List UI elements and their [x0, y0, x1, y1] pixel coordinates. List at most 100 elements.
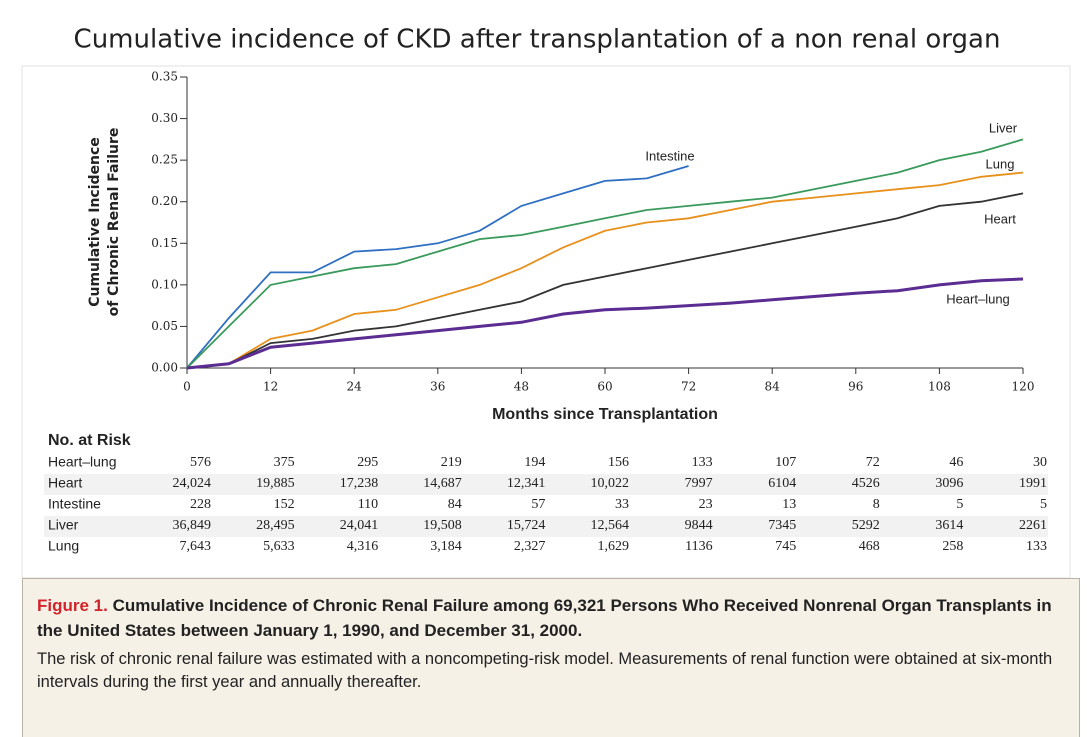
risk-cell: 107 [775, 455, 796, 470]
series-label: Heart [984, 211, 1016, 226]
risk-cell: 24,024 [173, 476, 212, 491]
risk-cell: 19,508 [423, 518, 462, 533]
risk-cell: 33 [615, 497, 629, 512]
risk-cell: 5292 [852, 518, 880, 533]
risk-cell: 745 [775, 539, 796, 554]
series-label: Intestine [645, 148, 694, 163]
risk-row-label: Heart–lung [48, 454, 117, 470]
risk-cell: 5 [956, 497, 963, 512]
risk-cell: 156 [608, 455, 629, 470]
risk-cell: 1136 [685, 539, 712, 554]
y-tick-label: 0.10 [151, 277, 178, 291]
x-tick-label: 72 [681, 380, 696, 394]
y-tick-label: 0.25 [151, 153, 178, 167]
figure-frame [21, 65, 1071, 578]
risk-cell: 7345 [768, 518, 796, 533]
risk-cell: 3096 [935, 476, 963, 491]
risk-cell: 468 [859, 539, 880, 554]
series-label: Heart–lung [946, 291, 1010, 306]
x-tick-label: 84 [765, 380, 781, 394]
risk-cell: 13 [782, 497, 796, 512]
risk-cell: 6104 [768, 476, 796, 491]
risk-cell: 17,238 [340, 476, 379, 491]
risk-table-title: No. at Risk [48, 432, 131, 449]
x-tick-label: 24 [347, 380, 363, 394]
figure-label: Figure 1. [37, 596, 108, 615]
x-tick-label: 36 [430, 380, 445, 394]
risk-cell: 72 [866, 455, 880, 470]
risk-cell: 133 [1026, 539, 1047, 554]
chart: Cumulative incidence of CKD after transp… [21, 25, 1071, 578]
risk-row-label: Liver [48, 517, 79, 533]
risk-cell: 133 [692, 455, 713, 470]
page: {"slide_title": "Cumulative incidence of… [21, 24, 1080, 737]
risk-cell: 30 [1033, 455, 1047, 470]
risk-cell: 110 [358, 497, 378, 512]
series-label: Lung [986, 156, 1015, 171]
y-tick-label: 0.30 [151, 111, 178, 125]
x-tick-label: 108 [928, 380, 951, 394]
x-tick-label: 0 [183, 380, 191, 394]
y-tick-label: 0.15 [151, 236, 178, 250]
series-line [186, 192, 1024, 369]
risk-cell: 12,341 [507, 476, 546, 491]
row-stripe [44, 474, 1048, 495]
risk-cell: 10,022 [591, 476, 630, 491]
risk-cell: 295 [357, 455, 378, 470]
risk-cell: 7,643 [180, 539, 212, 554]
series-line [186, 277, 1024, 370]
caption-heading: Figure 1. Cumulative Incidence of Chroni… [37, 593, 1067, 643]
risk-cell: 84 [448, 497, 462, 512]
risk-cell: 28,495 [256, 518, 295, 533]
risk-cell: 4526 [852, 476, 880, 491]
risk-row-label: Lung [48, 538, 79, 554]
risk-cell: 3614 [935, 518, 963, 533]
x-axis-label: Months since Transplantation [492, 406, 718, 423]
risk-cell: 5,633 [263, 539, 295, 554]
risk-cell: 258 [942, 539, 963, 554]
risk-cell: 375 [274, 455, 295, 470]
caption-text: The risk of chronic renal failure was es… [37, 650, 1053, 691]
series-line [186, 165, 689, 369]
risk-cell: 12,564 [591, 518, 630, 533]
risk-cell: 2,327 [514, 539, 546, 554]
y-tick-label: 0.35 [151, 70, 178, 84]
risk-cell: 194 [524, 455, 545, 470]
risk-cell: 3,184 [430, 539, 462, 554]
risk-row-label: Heart [48, 475, 82, 491]
risk-row-label: Intestine [48, 496, 101, 512]
caption-title: Cumulative Incidence of Chronic Renal Fa… [37, 596, 1052, 640]
series-line [186, 138, 1024, 369]
x-tick-label: 96 [848, 380, 863, 394]
risk-cell: 1,629 [598, 539, 630, 554]
y-tick-label: 0.20 [151, 194, 178, 208]
risk-cell: 46 [949, 455, 963, 470]
x-tick-label: 60 [597, 380, 612, 394]
caption-box: Figure 1. Cumulative Incidence of Chroni… [22, 578, 1080, 737]
y-tick-label: 0.00 [151, 361, 178, 375]
x-tick-label: 12 [263, 380, 278, 394]
risk-cell: 24,041 [340, 518, 379, 533]
risk-cell: 5 [1040, 497, 1047, 512]
risk-cell: 36,849 [173, 518, 212, 533]
x-tick-label: 120 [1012, 380, 1035, 394]
risk-cell: 57 [531, 497, 545, 512]
risk-cell: 1991 [1019, 476, 1047, 491]
x-tick-label: 48 [514, 380, 529, 394]
risk-cell: 19,885 [256, 476, 295, 491]
y-axis-label: of Chronic Renal Failure [106, 128, 122, 317]
risk-cell: 7997 [685, 476, 713, 491]
slide-title: Cumulative incidence of CKD after transp… [74, 25, 1001, 55]
risk-cell: 14,687 [423, 476, 462, 491]
risk-cell: 152 [274, 497, 295, 512]
risk-cell: 15,724 [507, 518, 546, 533]
risk-cell: 4,316 [347, 539, 379, 554]
risk-cell: 23 [699, 497, 713, 512]
y-axis-label: Cumulative Incidence [87, 137, 103, 307]
risk-cell: 9844 [685, 518, 713, 533]
series-label: Liver [989, 120, 1018, 135]
risk-cell: 219 [441, 455, 462, 470]
risk-cell: 228 [190, 497, 211, 512]
row-stripe [44, 516, 1048, 537]
risk-cell: 8 [873, 497, 880, 512]
